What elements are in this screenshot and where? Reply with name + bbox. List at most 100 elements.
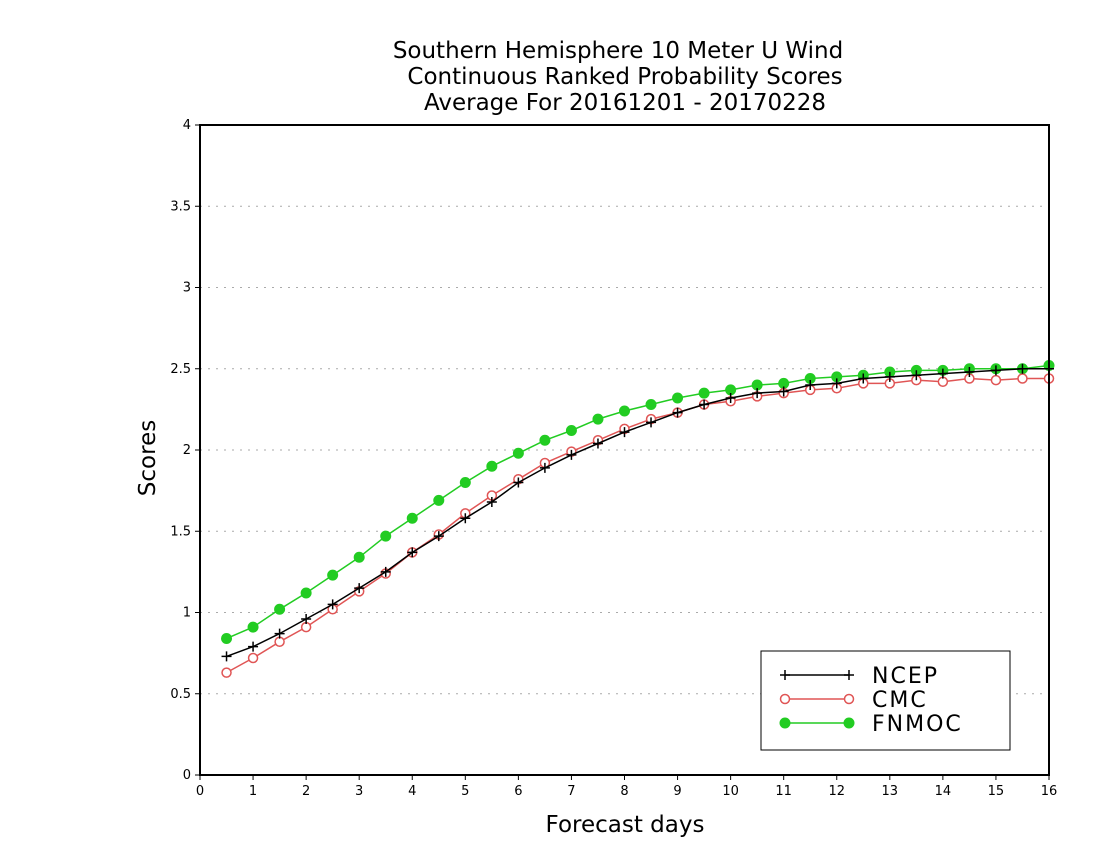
title-line-1: Southern Hemisphere 10 Meter U Wind bbox=[393, 38, 843, 64]
data-point-ncep bbox=[672, 407, 683, 418]
legend-item-ncep: NCEP bbox=[780, 664, 939, 689]
x-tick-label: 4 bbox=[408, 784, 416, 799]
data-point-ncep bbox=[752, 388, 763, 399]
legend-marker bbox=[780, 670, 790, 680]
data-point-fnmoc bbox=[592, 413, 604, 425]
data-point-ncep bbox=[1017, 363, 1028, 374]
legend-marker bbox=[779, 693, 791, 705]
x-tick-label: 0 bbox=[196, 784, 204, 799]
data-point-cmc bbox=[990, 374, 1002, 386]
data-point-cmc bbox=[247, 652, 259, 664]
plot-frame bbox=[199, 124, 1050, 776]
y-tick-label: 4 bbox=[183, 118, 191, 133]
axis-ticks: 00.511.522.533.540 1 2 3 4 5 6 7 8 9 10 11 12 13 14 15 1… bbox=[170, 118, 1057, 799]
x-tick-label: 14 bbox=[935, 784, 952, 799]
data-point-fnmoc bbox=[327, 569, 339, 581]
data-point-ncep bbox=[964, 367, 975, 377]
data-point-fnmoc bbox=[619, 405, 630, 417]
data-point-ncep bbox=[301, 614, 312, 624]
y-tick-label: 3.5 bbox=[170, 199, 191, 214]
legend-marker bbox=[844, 670, 854, 680]
series-line-ncep bbox=[226, 368, 1049, 658]
data-point-ncep bbox=[221, 651, 232, 662]
data-point-fnmoc bbox=[565, 425, 577, 436]
data-point-ncep bbox=[805, 380, 816, 390]
data-point-fnmoc bbox=[459, 477, 471, 488]
data-point-fnmoc bbox=[300, 587, 312, 599]
data-point-ncep bbox=[884, 371, 895, 382]
x-tick-label: 12 bbox=[828, 784, 845, 799]
title-line-3: Average For 20161201 - 20170228 bbox=[424, 90, 826, 116]
x-tick-label: 13 bbox=[882, 784, 899, 799]
x-tick-label: 16 bbox=[1041, 784, 1058, 799]
y-axis-label: Scores bbox=[135, 420, 161, 496]
y-tick-label: 3 bbox=[183, 281, 191, 296]
data-point-fnmoc bbox=[698, 387, 710, 399]
data-point-fnmoc bbox=[672, 392, 684, 404]
legend-label-cmc: CMC bbox=[872, 688, 928, 713]
x-tick-label: 2 bbox=[302, 784, 310, 799]
x-tick-label: 10 bbox=[722, 784, 739, 799]
legend-marker bbox=[843, 693, 855, 705]
series-line-cmc bbox=[226, 377, 1049, 674]
gridlines bbox=[200, 205, 1049, 695]
legend-label-ncep: NCEP bbox=[872, 664, 939, 689]
data-point-fnmoc bbox=[247, 621, 259, 633]
legend-item-fnmoc: FNMOC bbox=[779, 712, 963, 737]
series-lines bbox=[221, 360, 1055, 678]
x-tick-label: 5 bbox=[461, 784, 469, 799]
data-point-ncep bbox=[354, 583, 365, 594]
series-ncep bbox=[221, 363, 1054, 662]
data-point-fnmoc bbox=[645, 399, 657, 410]
data-point-ncep bbox=[725, 393, 736, 403]
y-tick-label: 1.5 bbox=[170, 524, 191, 539]
data-point-ncep bbox=[858, 373, 869, 384]
y-tick-label: 0.5 bbox=[170, 687, 191, 702]
data-point-ncep bbox=[619, 427, 630, 438]
x-axis-label: Forecast days bbox=[546, 812, 705, 838]
data-point-ncep bbox=[990, 365, 1001, 376]
x-tick-label: 6 bbox=[514, 784, 522, 799]
data-point-fnmoc bbox=[486, 460, 498, 472]
data-point-ncep bbox=[380, 566, 391, 577]
data-point-fnmoc bbox=[433, 494, 445, 506]
data-point-ncep bbox=[248, 641, 259, 652]
y-tick-label: 1 bbox=[183, 606, 191, 621]
data-point-fnmoc bbox=[380, 530, 392, 542]
data-point-fnmoc bbox=[274, 603, 286, 615]
series-cmc bbox=[221, 373, 1055, 678]
data-point-ncep bbox=[699, 399, 710, 410]
data-point-fnmoc bbox=[221, 633, 233, 644]
data-point-ncep bbox=[513, 477, 524, 488]
data-point-ncep bbox=[778, 386, 789, 397]
data-point-cmc bbox=[1017, 373, 1028, 384]
x-tick-label: 3 bbox=[355, 784, 363, 799]
data-point-ncep bbox=[911, 370, 922, 381]
legend-marker bbox=[843, 717, 855, 729]
legend-marker bbox=[779, 717, 791, 729]
y-tick-label: 2.5 bbox=[170, 362, 191, 377]
data-point-ncep bbox=[539, 462, 550, 473]
data-point-ncep bbox=[327, 599, 338, 610]
data-point-ncep bbox=[486, 497, 497, 507]
x-tick-label: 9 bbox=[673, 784, 681, 799]
chart-title: Southern Hemisphere 10 Meter U Wind Cont… bbox=[393, 38, 843, 116]
data-point-fnmoc bbox=[406, 512, 418, 524]
legend-label-fnmoc: FNMOC bbox=[872, 712, 963, 737]
y-tick-label: 0 bbox=[183, 768, 191, 783]
legend-item-cmc: CMC bbox=[779, 688, 928, 713]
data-point-ncep bbox=[831, 378, 842, 389]
data-point-fnmoc bbox=[512, 447, 524, 459]
data-point-ncep bbox=[460, 513, 471, 524]
data-point-ncep bbox=[646, 417, 657, 428]
x-tick-label: 8 bbox=[620, 784, 628, 799]
y-tick-label: 2 bbox=[183, 443, 191, 458]
x-tick-label: 15 bbox=[988, 784, 1005, 799]
x-tick-label: 11 bbox=[775, 784, 792, 799]
data-point-ncep bbox=[274, 628, 285, 639]
x-tick-label: 1 bbox=[249, 784, 257, 799]
title-line-2: Continuous Ranked Probability Scores bbox=[407, 64, 842, 90]
data-point-ncep bbox=[433, 531, 444, 542]
